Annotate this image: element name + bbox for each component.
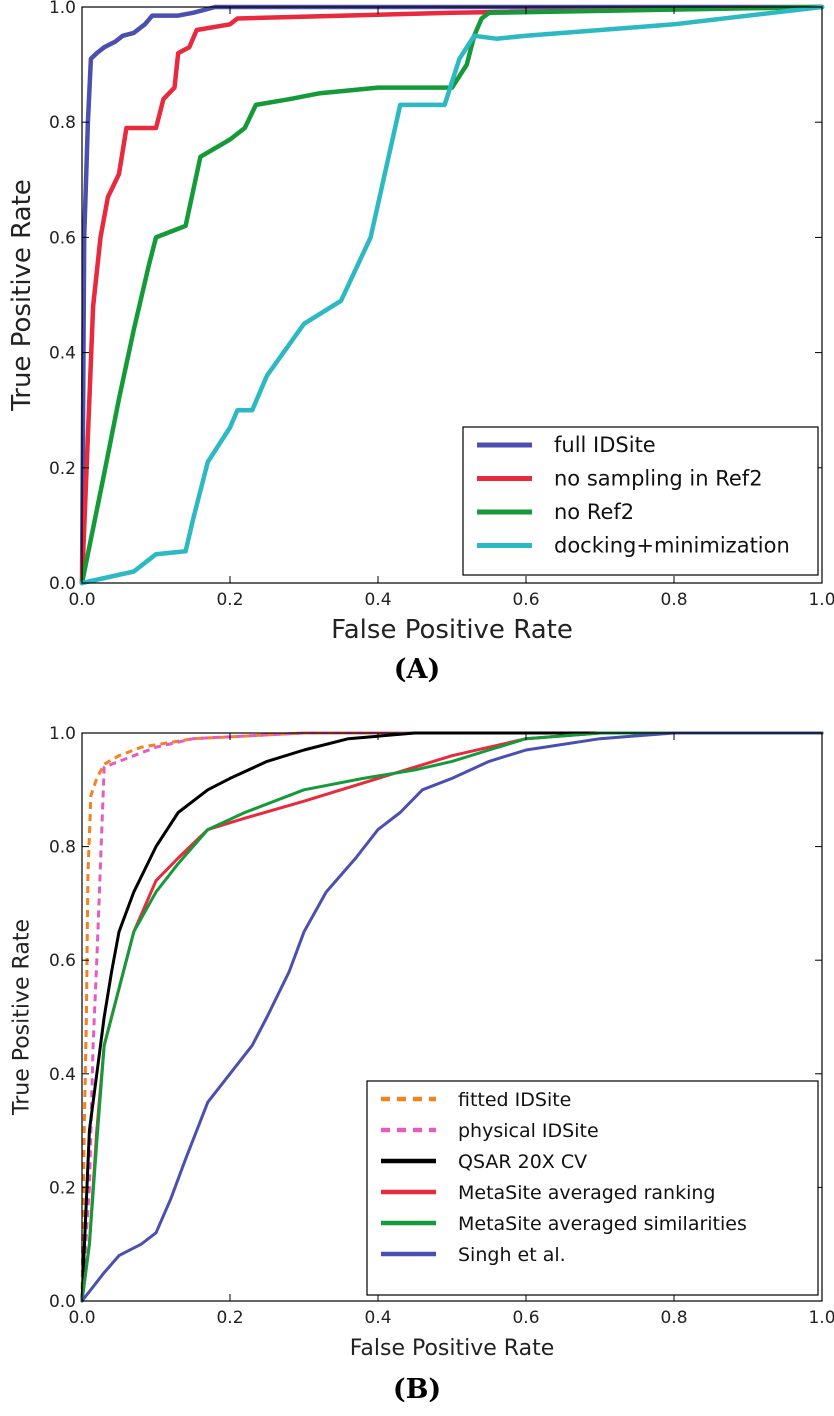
y-tick-label: 0.4 <box>49 1065 76 1085</box>
y-tick-label: 1.0 <box>49 0 76 18</box>
x-tick-label: 0.2 <box>216 590 243 610</box>
legend-label: MetaSite averaged ranking <box>458 1182 715 1204</box>
plot-frame <box>81 6 823 584</box>
legend: full IDSite no sampling in Ref2 no Ref2 doc… <box>462 426 819 576</box>
legend-label: MetaSite averaged similarities <box>458 1213 747 1235</box>
x-tick-label: 0.2 <box>216 1308 243 1328</box>
series-line-6 <box>80 731 824 1303</box>
legend-label: QSAR 20X CV <box>458 1151 587 1173</box>
series-line-1 <box>79 4 825 586</box>
y-tick-label: 0.2 <box>49 459 76 479</box>
series-line-5 <box>80 731 824 1303</box>
x-axis-label: False Positive Rate <box>331 615 573 645</box>
x-tick-label: 1.0 <box>808 1308 834 1328</box>
legend-label: physical IDSite <box>458 1120 599 1142</box>
x-tick-label: 0.0 <box>68 1308 95 1328</box>
x-tick-label: 0.6 <box>512 1308 539 1328</box>
x-tick-label: 0.6 <box>512 590 539 610</box>
x-tick-label: 0.8 <box>660 1308 687 1328</box>
x-tick-label: 0.4 <box>364 590 391 610</box>
legend: fitted IDSite physical IDSite QSAR 20X CV M… <box>366 1080 819 1296</box>
legend-label: Singh et al. <box>458 1244 566 1266</box>
x-tick-label: 1.0 <box>808 590 834 610</box>
y-tick-label: 0.2 <box>49 1178 76 1198</box>
y-tick-label: 0.0 <box>49 1292 76 1312</box>
y-axis-label: True Positive Rate <box>10 919 35 1116</box>
y-tick-label: 1.0 <box>49 724 76 744</box>
x-tick-label: 0.8 <box>660 590 687 610</box>
series-line-1 <box>80 731 822 1302</box>
y-tick-label: 0.4 <box>49 344 76 364</box>
legend-label: no sampling in Ref2 <box>554 467 763 491</box>
panel-label: (B) <box>393 1374 441 1405</box>
x-tick-label: 0.0 <box>68 590 95 610</box>
panel-label: (A) <box>394 654 441 685</box>
legend-box <box>366 1080 819 1296</box>
series-line-2 <box>80 731 822 1302</box>
legend-label: no Ref2 <box>554 500 634 524</box>
series-line-4 <box>79 4 825 586</box>
y-tick-label: 0.0 <box>49 574 76 594</box>
legend-label: full IDSite <box>554 433 656 457</box>
chart-panel-a: 0.0 0.2 0.4 0.6 0.8 1.0 0.0 0.2 0.4 0.6 0.8 1.0 Fals… <box>7 0 834 685</box>
x-axis-label: False Positive Rate <box>350 1336 554 1361</box>
series-line-2 <box>79 4 825 586</box>
y-tick-label: 0.8 <box>49 113 76 133</box>
plot-frame <box>81 732 823 1302</box>
y-tick-label: 0.8 <box>49 838 76 858</box>
x-tick-label: 0.4 <box>364 1308 391 1328</box>
legend-label: fitted IDSite <box>458 1089 571 1111</box>
y-axis-label: True Positive Rate <box>7 179 37 412</box>
y-tick-label: 0.6 <box>49 951 76 971</box>
series-line-3 <box>80 731 824 1303</box>
y-tick-label: 0.6 <box>49 228 76 248</box>
legend-label: docking+minimization <box>554 534 790 558</box>
chart-panel-b: 0.0 0.2 0.4 0.6 0.8 1.0 0.0 0.2 0.4 0.6 0.8 1.0 Fals… <box>10 724 834 1405</box>
legend-box <box>462 426 819 576</box>
